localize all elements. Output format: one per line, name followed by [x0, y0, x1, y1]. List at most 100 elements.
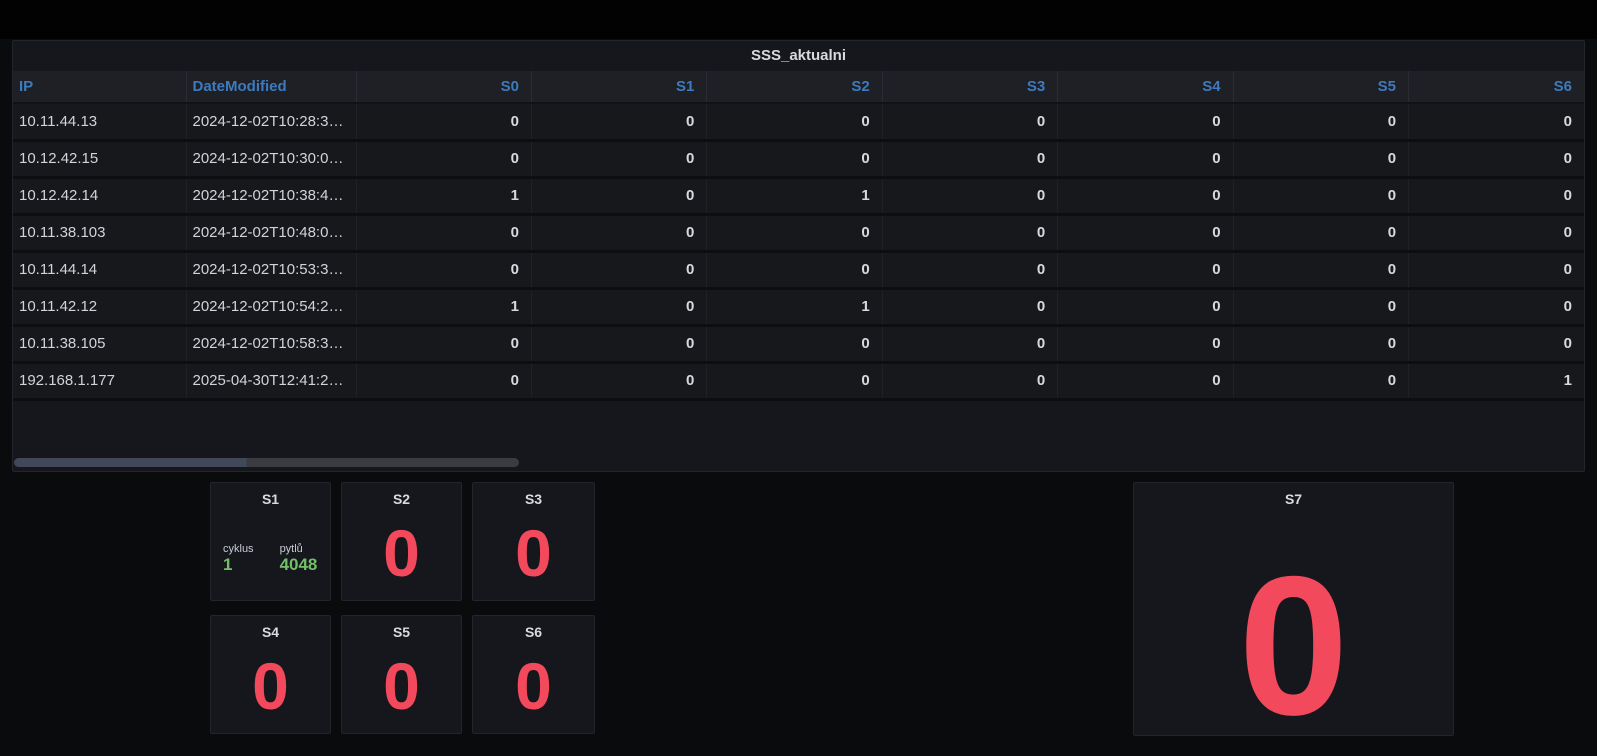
cell-value: 0 [1408, 140, 1584, 179]
column-header-s6[interactable]: S6 [1408, 71, 1584, 104]
cell-value: 0 [531, 103, 708, 142]
cell-value: 0 [1057, 140, 1234, 179]
panel-title[interactable]: S5 [392, 624, 411, 640]
cell-ip: 10.11.44.13 [13, 103, 187, 142]
table-row: 192.168.1.177 2025-04-30T12:41:2… 0 0 0 0 0 0 1 [13, 362, 1584, 401]
stat-panel-s1: S1 cyklus 1 pytlů 4048 [210, 482, 331, 601]
panel-title[interactable]: SSS_aktualni [750, 47, 847, 64]
column-header-s0[interactable]: S0 [356, 71, 532, 104]
column-header-s2[interactable]: S2 [706, 71, 883, 104]
cell-value: 0 [1057, 177, 1234, 216]
stat-panel-s5: S5 0 [341, 615, 462, 734]
panel-title[interactable]: S1 [261, 491, 280, 507]
cell-ip: 10.12.42.14 [13, 177, 187, 216]
table-body: 10.11.44.13 2024-12-02T10:28:3… 0 0 0 0 0 0 0 10.… [13, 103, 1584, 401]
column-header-s3[interactable]: S3 [882, 71, 1059, 104]
cell-value: 0 [706, 103, 883, 142]
cell-value: 0 [706, 325, 883, 364]
table-row: 10.12.42.14 2024-12-02T10:38:4… 1 0 1 0 0 0 0 [13, 177, 1584, 216]
cell-date-modified: 2024-12-02T10:28:3… [186, 103, 357, 142]
cell-value: 0 [1408, 177, 1584, 216]
cell-value: 0 [706, 214, 883, 253]
horizontal-scrollbar-thumb[interactable] [14, 458, 519, 467]
stat-value: 0 [383, 515, 420, 590]
cell-value: 0 [882, 103, 1059, 142]
stat-panel-s6: S6 0 [472, 615, 595, 734]
cell-date-modified: 2025-04-30T12:41:2… [186, 362, 357, 401]
panel-title[interactable]: S4 [261, 624, 280, 640]
cell-value: 0 [1408, 214, 1584, 253]
cell-ip: 10.11.38.105 [13, 325, 187, 364]
cell-value: 0 [1408, 325, 1584, 364]
cell-value: 0 [1408, 103, 1584, 142]
cell-value: 0 [356, 140, 532, 179]
panel-title[interactable]: S2 [392, 491, 411, 507]
cell-ip: 192.168.1.177 [13, 362, 187, 401]
table-header-row: IP DateModified S0 S1 S2 S3 S4 S5 S6 [13, 71, 1584, 104]
cell-value: 0 [1408, 288, 1584, 327]
cell-value: 0 [1233, 140, 1410, 179]
cell-value: 1 [706, 177, 883, 216]
table-row: 10.12.42.15 2024-12-02T10:30:0… 0 0 0 0 0 0 0 [13, 140, 1584, 179]
stat-value-area: 0 [473, 638, 594, 733]
panel-title[interactable]: S6 [524, 624, 543, 640]
cell-value: 0 [531, 214, 708, 253]
cell-value: 0 [356, 214, 532, 253]
cell-value: 0 [531, 140, 708, 179]
cell-ip: 10.11.44.14 [13, 251, 187, 290]
table-panel: SSS_aktualni IP DateModified S0 S1 S2 S3… [12, 40, 1585, 472]
stat-panel-s3: S3 0 [472, 482, 595, 601]
stat-value: 0 [515, 648, 552, 723]
column-header-s4[interactable]: S4 [1057, 71, 1234, 104]
top-background-band [0, 0, 1597, 39]
cell-value: 0 [531, 288, 708, 327]
stat-value-area: 0 [342, 505, 461, 600]
stat-value: 1 [223, 555, 233, 574]
cell-value: 0 [1233, 325, 1410, 364]
cell-value: 0 [531, 362, 708, 401]
stat-label: pytlů [279, 543, 303, 555]
stat-value: 0 [252, 648, 289, 723]
cell-value: 0 [882, 140, 1059, 179]
cell-value: 1 [1408, 362, 1584, 401]
cell-value: 0 [1057, 214, 1234, 253]
cell-value: 0 [356, 325, 532, 364]
cell-value: 0 [1233, 103, 1410, 142]
cell-date-modified: 2024-12-02T10:38:4… [186, 177, 357, 216]
cell-date-modified: 2024-12-02T10:30:0… [186, 140, 357, 179]
cell-ip: 10.12.42.15 [13, 140, 187, 179]
cell-value: 0 [882, 214, 1059, 253]
cell-date-modified: 2024-12-02T10:54:2… [186, 288, 357, 327]
column-header-s1[interactable]: S1 [531, 71, 708, 104]
cell-ip: 10.11.38.103 [13, 214, 187, 253]
column-header-date[interactable]: DateModified [186, 71, 357, 104]
table-row: 10.11.42.12 2024-12-02T10:54:2… 1 0 1 0 0 0 0 [13, 288, 1584, 327]
column-header-ip[interactable]: IP [13, 71, 187, 104]
cell-value: 1 [356, 177, 532, 216]
cell-value: 0 [1233, 288, 1410, 327]
cell-value: 0 [706, 140, 883, 179]
stat-panel-s7: S7 0 [1133, 482, 1454, 745]
table-row: 10.11.38.103 2024-12-02T10:48:0… 0 0 0 0 0 0 0 [13, 214, 1584, 253]
mini-stats: cyklus 1 pytlů 4048 [223, 543, 317, 575]
stat-value-area: 0 [1134, 547, 1453, 745]
data-table: IP DateModified S0 S1 S2 S3 S4 S5 S6 10.… [13, 71, 1584, 401]
panel-title[interactable]: S3 [524, 491, 543, 507]
cell-value: 0 [882, 251, 1059, 290]
cell-date-modified: 2024-12-02T10:48:0… [186, 214, 357, 253]
cell-value: 0 [356, 362, 532, 401]
cell-value: 0 [531, 177, 708, 216]
cell-value: 0 [356, 251, 532, 290]
stat-cyklus: cyklus 1 [223, 543, 254, 575]
cell-value: 0 [1057, 251, 1234, 290]
cell-value: 0 [882, 288, 1059, 327]
cell-value: 0 [1057, 325, 1234, 364]
cell-value: 0 [1057, 362, 1234, 401]
cell-value: 1 [706, 288, 883, 327]
cell-value: 0 [1408, 251, 1584, 290]
panel-title[interactable]: S7 [1284, 491, 1303, 507]
stat-value-area: 0 [342, 638, 461, 733]
column-header-s5[interactable]: S5 [1233, 71, 1410, 104]
cell-value: 0 [1057, 288, 1234, 327]
cell-value: 0 [1233, 177, 1410, 216]
